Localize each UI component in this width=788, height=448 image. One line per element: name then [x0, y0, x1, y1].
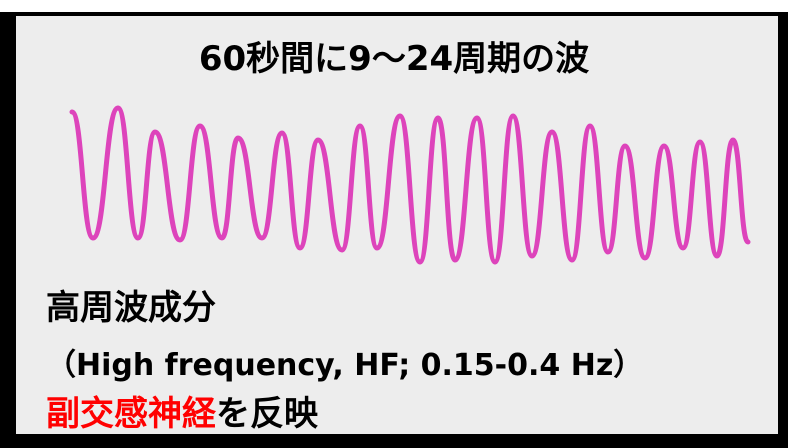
component-detail: （High frequency, HF; 0.15-0.4 Hz） — [46, 348, 644, 383]
parasympathetic-label: 副交感神経 — [46, 394, 216, 434]
figure-title: 60秒間に9〜24周期の波 — [198, 39, 590, 79]
component-meaning: 副交感神経を反映 — [46, 386, 318, 435]
hf-wave-line — [69, 105, 751, 265]
reflects-label: を反映 — [216, 394, 318, 434]
component-name: 高周波成分 — [46, 288, 216, 328]
